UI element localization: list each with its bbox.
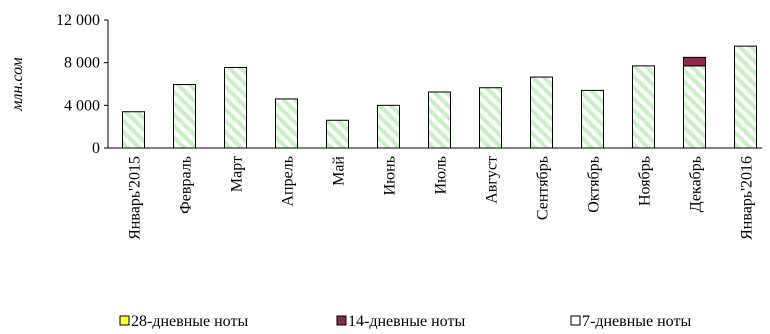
x-tick-label: Март (229, 156, 246, 192)
legend-swatch (336, 315, 347, 326)
x-tick-label: Июль (433, 156, 450, 194)
bar-7-дневные-ноты-5 (377, 104, 400, 149)
x-tick-label: Ноябрь (637, 156, 654, 206)
y-tick-label: 0 (92, 140, 100, 157)
bar-7-дневные-ноты-8 (530, 76, 553, 149)
x-tick-label: Апрель (280, 156, 297, 207)
bar-7-дневные-ноты-10 (632, 65, 655, 149)
legend-label: 28-дневные ноты (131, 313, 248, 330)
x-tick-label: Январь'2016 (739, 156, 756, 240)
bar-7-дневные-ноты-12 (734, 45, 757, 149)
x-tick-label: Сентябрь (535, 156, 552, 220)
x-tick-label: Июнь (382, 156, 399, 195)
bar-7-дневные-ноты-4 (326, 119, 349, 149)
x-tick-label: Февраль (178, 156, 195, 214)
bar-7-дневные-ноты-1 (173, 84, 196, 149)
y-tick-label: 12 000 (56, 12, 100, 29)
x-tick-label: Январь'2015 (127, 156, 144, 240)
x-tick-label: Август (484, 156, 501, 204)
legend: 28-дневные ноты 14-дневные ноты 7-дневные … (119, 313, 691, 330)
bar-7-дневные-ноты-11 (683, 65, 706, 149)
bar-14-дневные-ноты-11 (683, 56, 706, 67)
plot-area (122, 45, 757, 149)
bar-7-дневные-ноты-6 (428, 91, 451, 149)
bar-7-дневные-ноты-2 (224, 66, 247, 149)
y-axis: 0 4 000 8 000 12 000 млн.сом (9, 12, 109, 157)
y-axis-title: млн.сом (9, 57, 26, 111)
x-axis: Январь'2015 Февраль Март Апрель Май Июнь Июль А… (108, 147, 762, 240)
legend-swatch (570, 315, 581, 326)
legend-label: 7-дневные ноты (582, 313, 691, 330)
y-tick-label: 8 000 (64, 55, 100, 72)
bar-7-дневные-ноты-7 (479, 87, 502, 149)
y-tick-label: 4 000 (64, 97, 100, 114)
bar-7-дневные-ноты-0 (122, 111, 145, 149)
x-tick-label: Октябрь (586, 156, 603, 213)
bar-7-дневные-ноты-3 (275, 98, 298, 149)
x-tick-label: Май (331, 156, 348, 186)
bar-7-дневные-ноты-9 (581, 89, 604, 149)
x-tick-label: Декабрь (688, 156, 705, 212)
legend-label: 14-дневные ноты (348, 313, 465, 330)
legend-swatch (119, 315, 130, 326)
